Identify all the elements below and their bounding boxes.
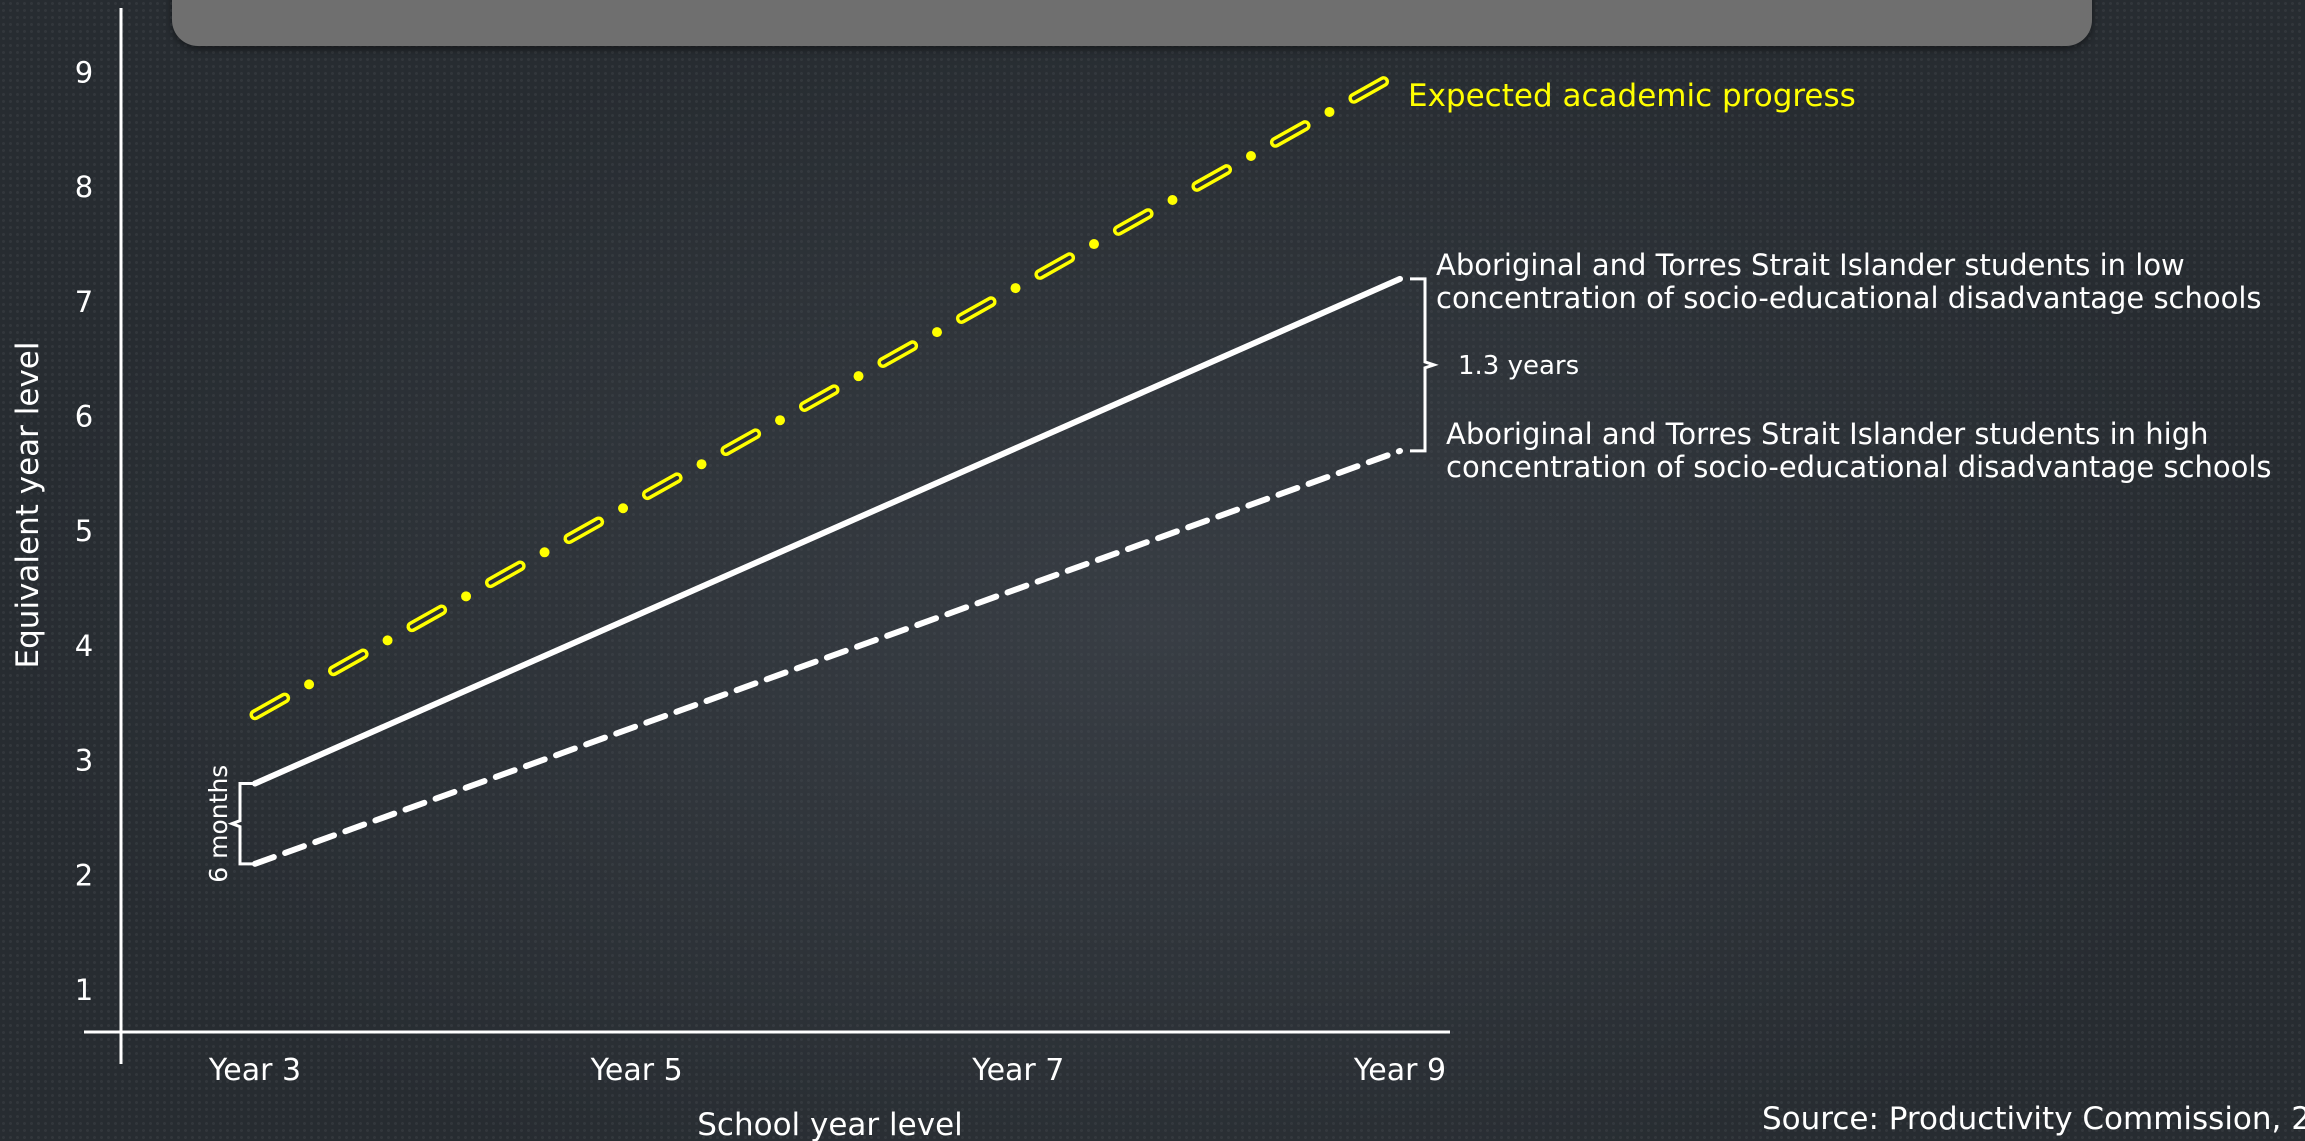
- low-concentration-label: Aboriginal and Torres Strait Islander st…: [1436, 248, 2262, 315]
- expected-line-dash-inner: [723, 431, 758, 453]
- expected-line-dot: [618, 503, 629, 514]
- gap-annotations: 6 months 1.3 years: [204, 277, 1579, 883]
- expected-line-dash-inner: [880, 343, 915, 365]
- expected-line-dash-inner: [1273, 123, 1308, 145]
- gap-annotation: 1.3 years: [1458, 351, 1579, 381]
- x-tick-label: Year 5: [590, 1053, 683, 1088]
- expected-progress-label: Expected academic progress: [1408, 78, 1856, 114]
- y-axis-title: Equivalent year level: [10, 342, 46, 669]
- expected-line-dash-inner: [959, 299, 994, 321]
- expected-line-dot: [932, 327, 943, 338]
- title-banner: [172, 0, 2092, 46]
- expected-line-dash-inner: [331, 652, 366, 673]
- low-concentration-line: [252, 275, 1403, 787]
- expected-line-dash-inner: [1351, 79, 1386, 101]
- expected-line-dash-inner: [1194, 167, 1229, 189]
- series-labels: Expected academic progress Aboriginal and…: [1408, 78, 2272, 484]
- expected-line-dot: [461, 591, 472, 602]
- left-brace: [227, 782, 254, 866]
- expected-line-dot: [382, 635, 393, 646]
- y-tick-label: 7: [75, 285, 93, 319]
- expected-line-dot: [853, 371, 864, 382]
- expected-line-dash-inner: [253, 696, 287, 717]
- y-tick-label: 4: [75, 629, 93, 663]
- high-concentration-line: [252, 447, 1403, 867]
- expected-line-dot: [539, 547, 550, 558]
- expected-line-dot: [304, 679, 315, 690]
- expected-line-dot: [1167, 195, 1178, 206]
- expected-line-dash-inner: [1037, 255, 1072, 277]
- axes: 1 2 3 4 5 6 7 8 9 Year 3 Year 5 Year 7 Year 9 School …: [10, 8, 1450, 1141]
- expected-line-dash-inner: [488, 563, 523, 585]
- y-tick-label: 8: [75, 170, 93, 204]
- expected-line-dot: [775, 415, 786, 426]
- source-note: Source: Productivity Commission, 20: [1762, 1101, 2305, 1137]
- expected-line-dash-inner: [802, 387, 837, 409]
- expected-line-dash-inner: [1116, 211, 1151, 233]
- right-brace: [1410, 277, 1439, 453]
- high-concentration-label: Aboriginal and Torres Strait Islander st…: [1446, 417, 2272, 484]
- expected-line-dot: [1089, 239, 1100, 250]
- six-months-annotation: 6 months: [204, 765, 233, 883]
- expected-line-dot: [696, 459, 707, 470]
- x-tick-label: Year 3: [208, 1053, 301, 1088]
- y-tick-label: 5: [75, 514, 93, 548]
- x-axis-title: School year level: [697, 1107, 963, 1141]
- expected-line-dash-inner: [645, 475, 680, 497]
- expected-line-dash-inner: [566, 519, 601, 541]
- expected-line-dot: [1245, 150, 1256, 161]
- y-tick-label: 2: [75, 858, 93, 892]
- y-tick-label: 3: [75, 744, 93, 778]
- expected-line-dot: [1324, 106, 1335, 117]
- series-lines: [249, 76, 1403, 867]
- y-tick-label: 1: [75, 973, 93, 1007]
- y-tick-label: 6: [75, 400, 93, 434]
- expected-line-dash-inner: [409, 608, 444, 629]
- y-tick-label: 9: [75, 55, 93, 89]
- x-tick-label: Year 7: [971, 1053, 1064, 1088]
- expected-line-dot: [1010, 283, 1021, 294]
- x-tick-label: Year 9: [1353, 1053, 1446, 1088]
